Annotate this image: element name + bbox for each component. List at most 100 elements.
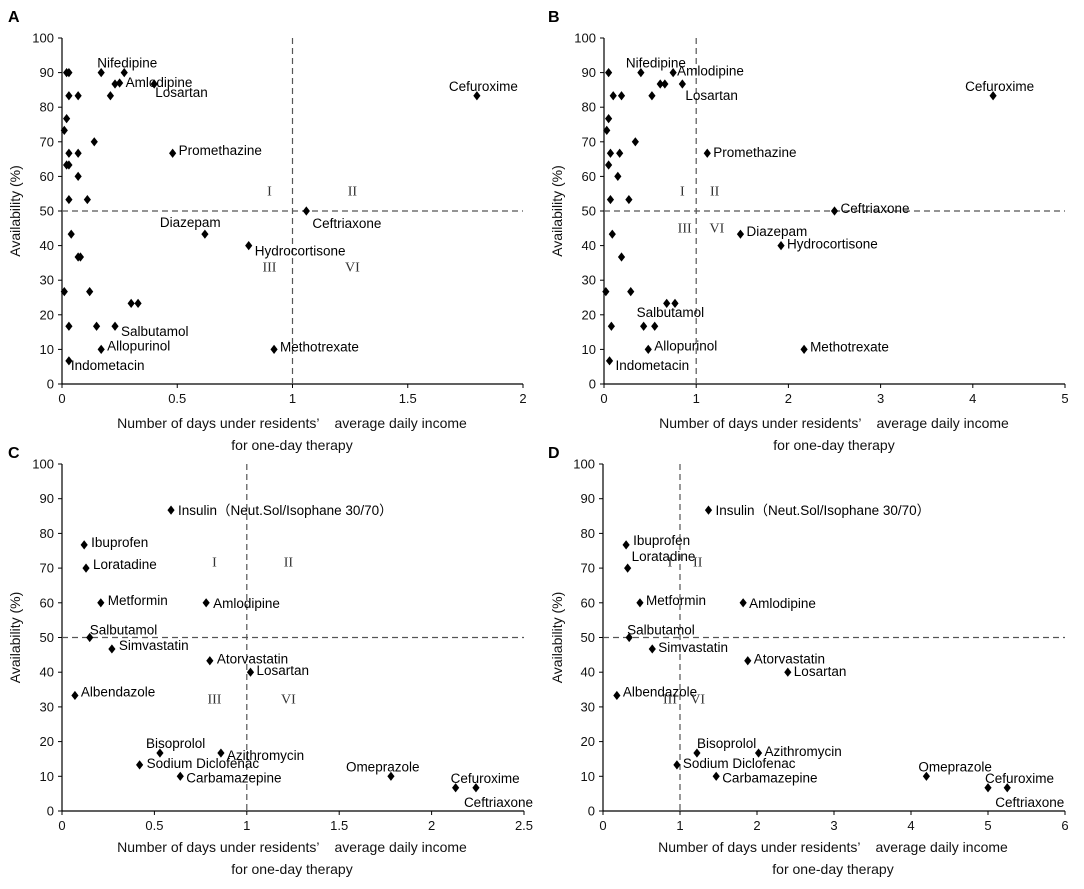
- point-label: Atorvastatin: [754, 652, 825, 667]
- data-point-promethazine: [703, 148, 711, 158]
- quadrant-label-iii: III: [678, 221, 692, 236]
- y-axis-label: Availability (%): [549, 592, 565, 684]
- point-label: Cefuroxime: [451, 771, 520, 786]
- data-point-omeprazole: [387, 771, 395, 781]
- x-tick-label: 0.5: [145, 818, 163, 833]
- y-tick-label: 60: [40, 595, 54, 610]
- x-tick-label: 4: [907, 818, 914, 833]
- point-label: Losartan: [256, 663, 309, 678]
- data-point-ceftriaxone: [830, 206, 839, 216]
- data-point-loratadine: [82, 563, 90, 573]
- point-label: Sodium Diclofenac: [683, 756, 796, 771]
- point-label: Indometacin: [616, 358, 690, 373]
- data-point: [614, 171, 622, 181]
- y-tick-label: 0: [47, 804, 54, 819]
- point-label: Salbutamol: [90, 623, 158, 638]
- data-point: [609, 91, 617, 101]
- x-tick-label: 1: [243, 818, 250, 833]
- x-tick-label: 0: [58, 391, 65, 406]
- panel-letter-d: D: [548, 445, 560, 462]
- data-point-atorvastatin: [206, 656, 214, 666]
- point-label: Salbutamol: [121, 324, 189, 339]
- point-label: Azithromycin: [227, 748, 304, 763]
- y-tick-label: 30: [581, 699, 595, 714]
- data-point: [671, 298, 679, 308]
- data-point: [74, 171, 82, 181]
- quadrant-label-ii: II: [710, 184, 720, 199]
- point-label: Sodium Diclofenac: [147, 756, 260, 771]
- y-axis-label: Availability (%): [7, 165, 23, 257]
- data-point-salbutamol: [86, 632, 94, 643]
- data-point-methotrexate: [270, 344, 278, 354]
- point-label: Salbutamol: [637, 305, 705, 320]
- point-label: Simvastatin: [658, 640, 728, 655]
- data-point: [65, 148, 73, 158]
- y-tick-label: 90: [40, 491, 54, 506]
- data-point: [111, 79, 119, 89]
- data-point: [661, 79, 669, 89]
- data-point-ceftriaxone: [302, 206, 310, 216]
- data-point-allopurinol: [97, 344, 105, 354]
- point-label: Albendazole: [623, 684, 697, 699]
- data-point-carbamazepine: [176, 771, 184, 781]
- data-point-salbutamol: [111, 321, 119, 331]
- y-tick-label: 20: [581, 734, 595, 749]
- x-tick-label: 6: [1061, 818, 1068, 833]
- data-point-azithromycin: [217, 748, 225, 758]
- data-point-metformin: [97, 598, 105, 608]
- data-point-metformin: [636, 598, 644, 608]
- x-tick-label: 0.5: [168, 391, 186, 406]
- data-point-amlodipine: [739, 598, 747, 608]
- data-point-nifedipine: [637, 68, 645, 78]
- y-tick-label: 10: [40, 342, 54, 357]
- y-tick-label: 90: [40, 65, 54, 80]
- point-label: Promethazine: [713, 145, 796, 160]
- point-label: Omeprazole: [346, 759, 420, 774]
- data-point-promethazine: [169, 148, 177, 158]
- data-point-losartan: [678, 79, 686, 89]
- point-label: Atorvastatin: [217, 652, 288, 667]
- data-point-amlodipine: [669, 68, 677, 78]
- point-label: Bisoprolol: [697, 736, 756, 751]
- quadrant-label-vi: VI: [281, 692, 296, 707]
- data-point-hydrocortisone: [245, 241, 253, 251]
- point-label: Methotrexate: [810, 339, 889, 354]
- data-point: [616, 148, 624, 158]
- data-point: [65, 160, 73, 170]
- data-point: [606, 148, 615, 158]
- data-point: [86, 287, 94, 297]
- data-point-cefuroxime: [452, 783, 460, 793]
- point-label: Insulin（Neut.Sol/Isophane 30/70）: [715, 503, 930, 518]
- data-point: [631, 137, 639, 147]
- y-tick-label: 0: [47, 377, 54, 392]
- point-label: Azithromycin: [765, 744, 842, 759]
- data-point-insulin: [167, 505, 175, 515]
- point-label: Loratadine: [632, 549, 696, 564]
- y-tick-label: 100: [574, 31, 596, 46]
- y-tick-label: 20: [40, 734, 54, 749]
- data-point: [617, 252, 626, 262]
- y-tick-label: 70: [581, 561, 595, 576]
- y-tick-label: 100: [573, 457, 595, 472]
- data-point-ceftriaxone: [472, 783, 480, 793]
- data-point: [603, 125, 611, 135]
- point-label: Amlodipine: [749, 596, 816, 611]
- quadrant-label-i: I: [680, 184, 685, 199]
- point-label: Nifedipine: [626, 56, 686, 71]
- data-point-nifedipine: [120, 68, 128, 78]
- data-point: [65, 194, 73, 205]
- data-point: [92, 321, 101, 331]
- point-label: Ibuprofen: [633, 533, 690, 548]
- data-point-cefuroxime: [984, 783, 992, 793]
- point-label: Amlodipine: [213, 596, 280, 611]
- point-label: Simvastatin: [119, 638, 189, 653]
- data-point-sodium: [673, 760, 681, 770]
- quadrant-label-iii: III: [207, 692, 221, 707]
- y-tick-label: 50: [582, 204, 596, 219]
- data-point-ibuprofen: [622, 540, 630, 550]
- data-point: [60, 125, 68, 135]
- point-label: Amlodipine: [126, 75, 193, 90]
- panel-letter-c: C: [8, 445, 20, 462]
- y-tick-label: 80: [40, 526, 54, 541]
- x-tick-label: 4: [969, 391, 976, 406]
